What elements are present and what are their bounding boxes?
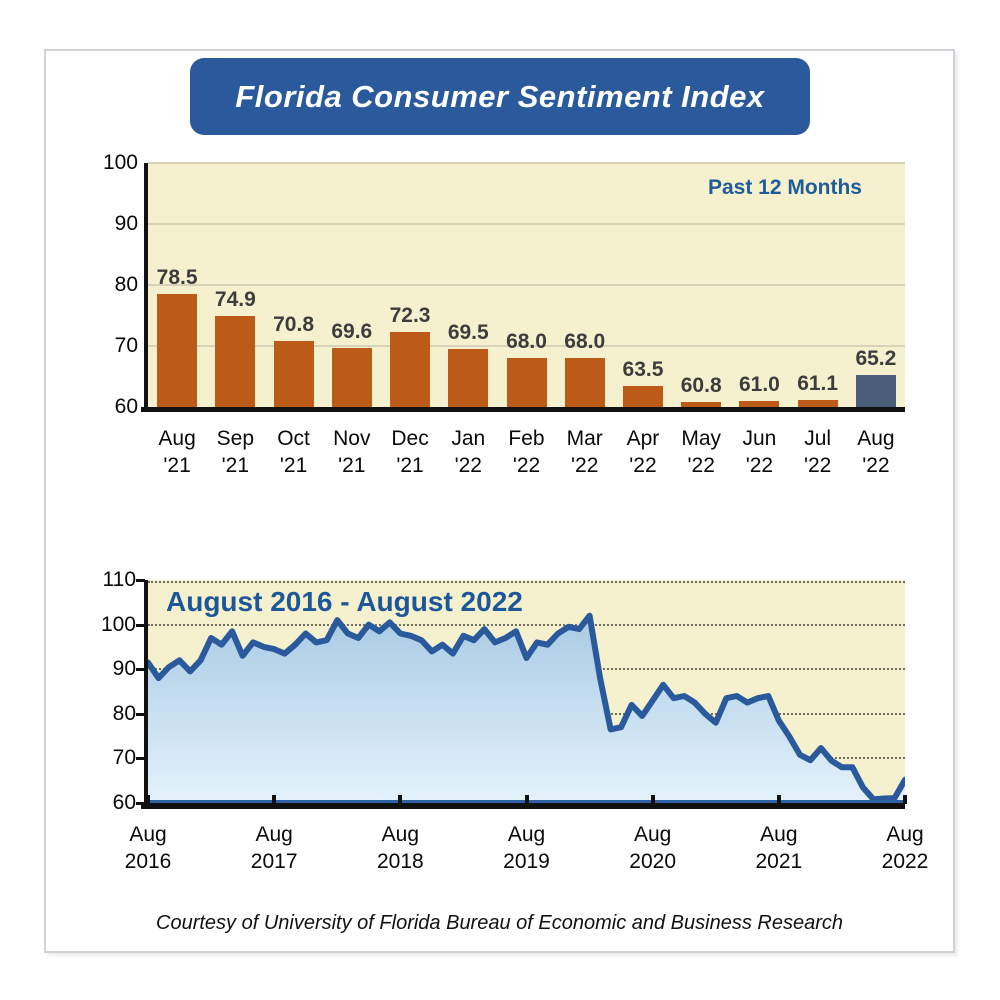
y-axis-label: 90 xyxy=(114,212,138,235)
page-title: Florida Consumer Sentiment Index xyxy=(235,78,765,114)
y-axis-label: 70 xyxy=(112,746,136,770)
y-axis-label: 60 xyxy=(114,395,138,418)
x-tick xyxy=(398,795,403,804)
line-x-label: Aug 2018 xyxy=(376,823,424,873)
bar-value-label: 61.1 xyxy=(797,372,839,396)
bar-value-label: 60.8 xyxy=(680,374,722,398)
y-tick xyxy=(136,757,145,761)
bar xyxy=(331,348,372,407)
bar-x-label: Dec '21 xyxy=(391,427,429,477)
y-axis-label: 110 xyxy=(102,568,136,591)
x-tick xyxy=(776,795,781,804)
line-x-label: Aug 2021 xyxy=(755,823,803,873)
line-chart-title: August 2016 - August 2022 xyxy=(166,586,523,617)
y-tick xyxy=(136,712,145,716)
bar-value-label: 72.3 xyxy=(389,303,431,327)
bar-value-label: 68.0 xyxy=(564,330,606,354)
y-axis-label: 70 xyxy=(114,334,138,357)
past-12-months-label: Past 12 Months xyxy=(707,176,862,199)
bar-value-label: 74.9 xyxy=(214,288,256,312)
bar-value-label: 68.0 xyxy=(506,330,547,354)
bar-value-label: 61.0 xyxy=(738,372,780,396)
y-tick xyxy=(136,668,145,672)
x-tick xyxy=(524,795,529,804)
bar-x-label: Feb '22 xyxy=(508,427,545,477)
y-axis-label: 100 xyxy=(102,151,138,174)
bar xyxy=(215,316,256,407)
bar-value-label: 65.2 xyxy=(855,347,897,371)
bar-value-label: 70.8 xyxy=(273,313,314,337)
x-tick xyxy=(272,795,277,804)
line-x-label: Aug 2019 xyxy=(503,823,550,873)
y-axis-label: 80 xyxy=(112,701,136,725)
y-axis-label: 60 xyxy=(112,791,136,814)
bar xyxy=(506,358,547,407)
bar-value-label: 63.5 xyxy=(622,357,664,381)
bar-x-label: Oct '21 xyxy=(277,427,310,477)
y-axis-label: 100 xyxy=(100,612,136,636)
bar-x-label: Jun '22 xyxy=(742,427,777,477)
bar xyxy=(622,385,663,407)
bar xyxy=(273,341,314,407)
title-banner: Florida Consumer Sentiment Index xyxy=(190,58,810,135)
bar-chart-y-axis-line xyxy=(144,163,148,412)
y-axis-label: 90 xyxy=(112,657,136,681)
bar xyxy=(681,402,722,407)
line-chart-y-axis-line xyxy=(144,580,148,809)
bar xyxy=(797,400,838,407)
bar-x-label: Jul '22 xyxy=(803,427,832,477)
gridline xyxy=(148,284,905,286)
line-x-label: Aug 2016 xyxy=(124,823,172,873)
footer-credit: Courtesy of University of Florida Bureau… xyxy=(156,912,843,934)
y-tick xyxy=(136,802,145,805)
x-tick xyxy=(903,795,907,804)
bar xyxy=(855,375,896,407)
line-chart-x-axis-line xyxy=(141,803,905,809)
line-x-label: Aug 2022 xyxy=(881,823,929,873)
bar-value-label: 78.5 xyxy=(156,266,198,290)
bar-x-label: Apr '22 xyxy=(626,427,660,477)
gridline xyxy=(148,623,905,626)
bar xyxy=(739,400,780,407)
gridline xyxy=(148,581,905,583)
bar xyxy=(390,331,431,407)
bar xyxy=(564,358,605,407)
bar-x-label: Jan '22 xyxy=(451,427,486,477)
bar-x-label: Aug '22 xyxy=(857,427,895,477)
gridline xyxy=(148,345,905,347)
line-x-label: Aug 2020 xyxy=(629,823,677,873)
bar-x-label: Aug '21 xyxy=(158,427,196,477)
x-tick xyxy=(146,795,150,804)
x-tick xyxy=(650,795,655,804)
y-tick xyxy=(136,623,145,627)
bar xyxy=(448,349,489,407)
bar-value-label: 69.5 xyxy=(447,321,489,345)
bar-x-label: Mar '22 xyxy=(566,427,603,477)
y-tick xyxy=(136,579,145,582)
bar-value-label: 69.6 xyxy=(331,320,373,344)
line-x-label: Aug 2017 xyxy=(250,823,298,873)
y-axis-label: 80 xyxy=(114,273,138,296)
bar xyxy=(157,294,198,407)
bar-x-label: Nov '21 xyxy=(333,427,371,477)
sentiment-area-line-svg xyxy=(148,612,905,803)
bar-x-label: May '22 xyxy=(681,427,722,477)
bar-chart-x-axis-line xyxy=(141,407,905,412)
bar-x-label: Sep '21 xyxy=(216,427,255,477)
gridline xyxy=(148,223,905,225)
gridline xyxy=(148,162,905,164)
